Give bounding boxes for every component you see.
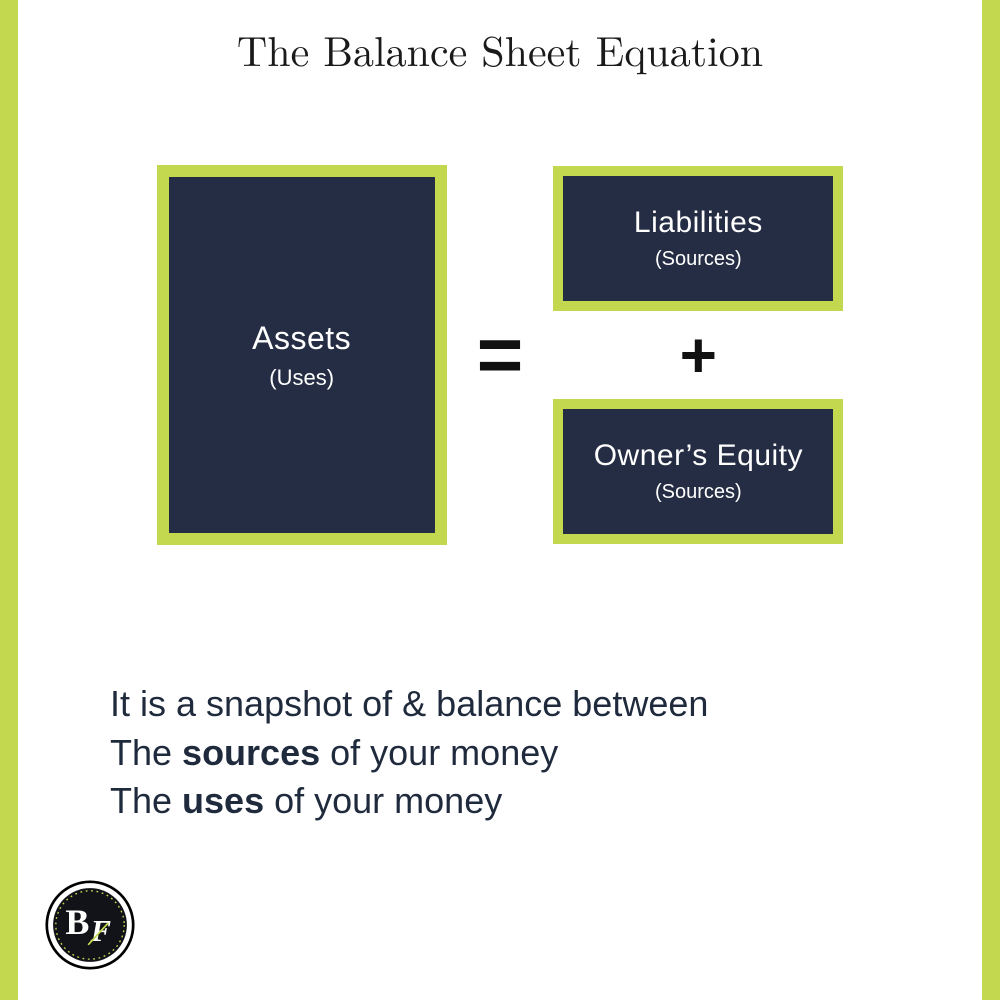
caption-line3: The uses of your money: [110, 777, 708, 826]
assets-subtitle: (Uses): [269, 365, 334, 391]
bf-logo: B F: [45, 880, 135, 970]
equity-box: Owner’s Equity (Sources): [553, 399, 843, 544]
equation-row: Assets (Uses) = Liabilities (Sources) + …: [50, 165, 950, 545]
equity-title: Owner’s Equity: [594, 439, 803, 473]
equity-subtitle: (Sources): [655, 481, 742, 504]
left-border: [0, 0, 18, 1000]
equals-sign: =: [477, 309, 524, 401]
right-border: [982, 0, 1000, 1000]
page-title: The Balance Sheet Equation: [0, 20, 1000, 79]
liabilities-title: Liabilities: [634, 206, 763, 240]
liabilities-box: Liabilities (Sources): [553, 166, 843, 311]
assets-box: Assets (Uses): [157, 165, 447, 545]
caption-line2: The sources of your money: [110, 729, 708, 778]
assets-title: Assets: [252, 320, 351, 357]
caption-line1: It is a snapshot of & balance between: [110, 680, 708, 729]
plus-sign: +: [680, 323, 717, 387]
caption-text: It is a snapshot of & balance between Th…: [110, 680, 708, 826]
liabilities-subtitle: (Sources): [655, 248, 742, 271]
right-column: Liabilities (Sources) + Owner’s Equity (…: [553, 166, 843, 544]
svg-text:B: B: [65, 902, 89, 942]
